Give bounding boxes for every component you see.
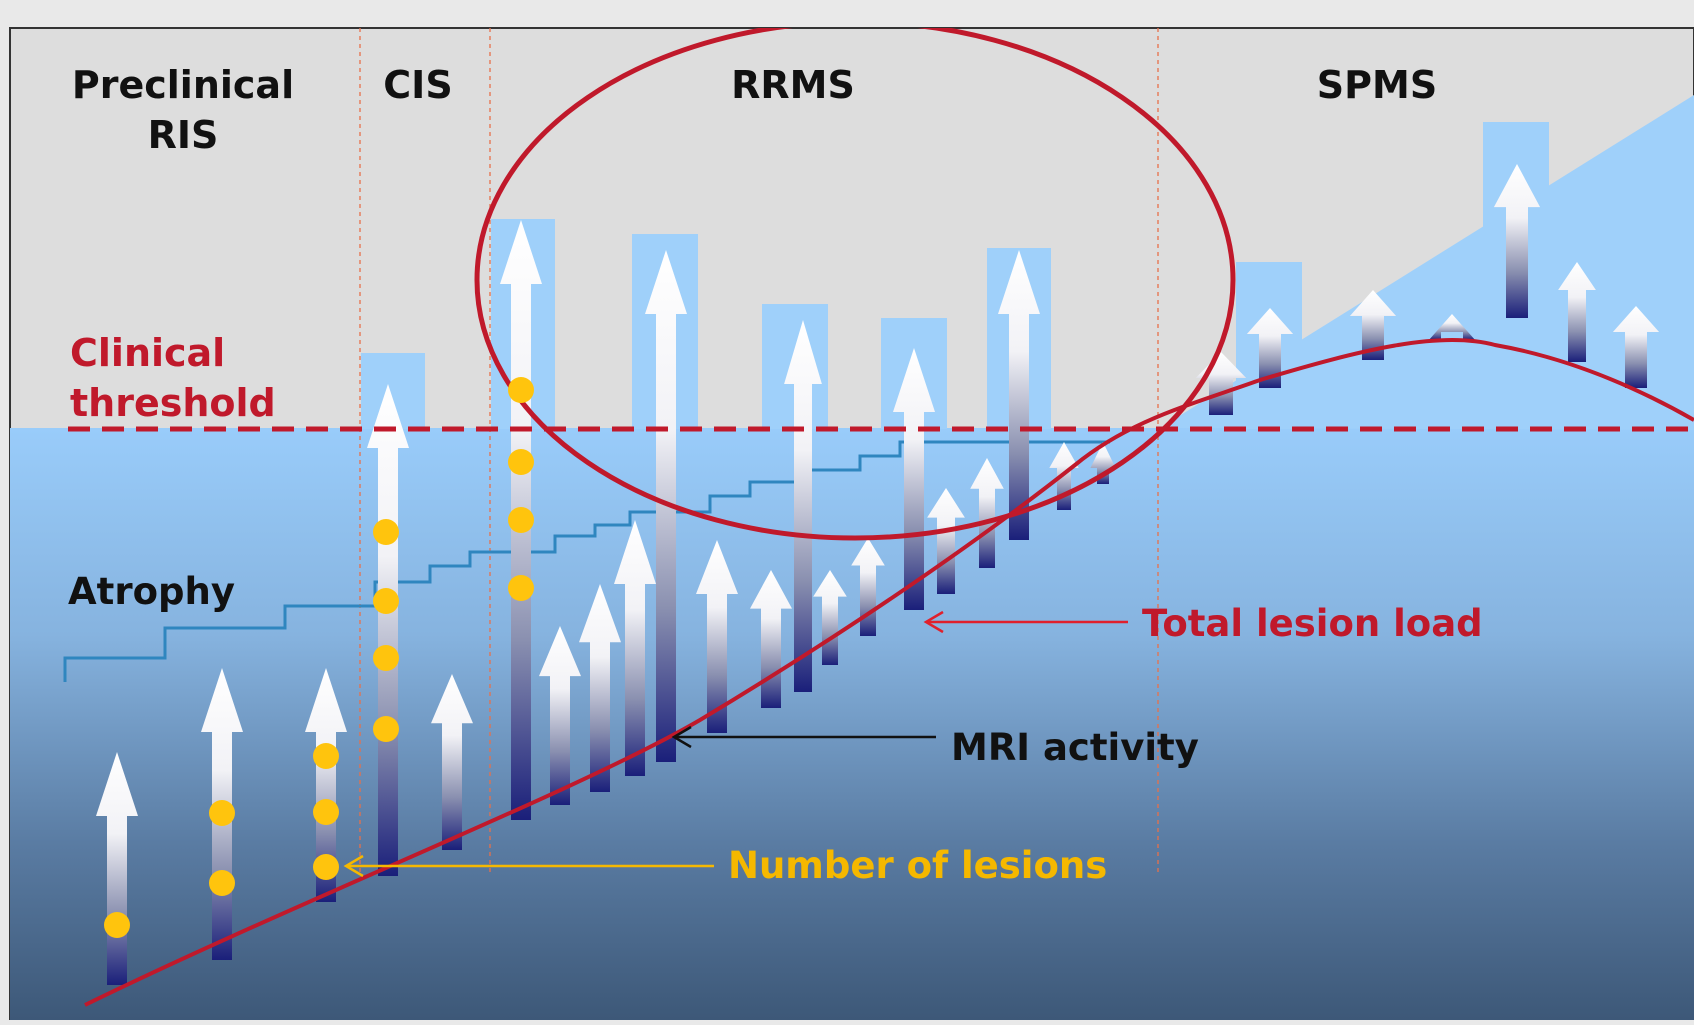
mri-activity-arrow: [1612, 306, 1660, 388]
below-threshold-region: [10, 428, 1694, 1020]
mri-activity-arrow: [970, 458, 1004, 568]
atrophy-line: [63, 440, 1110, 682]
mri-activity-arrow: [927, 488, 965, 594]
total-lesion-load-pointer-head: [923, 610, 944, 634]
lesion-dot: [209, 870, 235, 896]
lesion-dot: [373, 645, 399, 671]
mri-activity-arrow: [1428, 314, 1476, 340]
lesion-dot: [508, 377, 534, 403]
stage-label-spms: SPMS: [1317, 63, 1437, 107]
mri-activity-arrow: [750, 570, 792, 708]
mri-activity-arrow: [1493, 164, 1541, 318]
lesion-dot: [373, 588, 399, 614]
mri-activity-arrow: [579, 584, 621, 792]
mri-activity-arrow: [998, 250, 1040, 540]
label-pointers: [343, 610, 1128, 878]
mri-activity-arrow: [851, 538, 885, 636]
lesion-dot: [313, 743, 339, 769]
stage-label-rrms: RRMS: [731, 63, 855, 107]
mri-activity-label: MRI activity: [951, 726, 1199, 769]
mri-activity-arrow: [784, 320, 822, 692]
mri-activity-arrow: [813, 570, 847, 665]
lesion-dot: [313, 854, 339, 880]
number-of-lesions-label: Number of lesions: [728, 844, 1107, 887]
lesion-dots: [104, 377, 534, 938]
clinical-threshold-label-line2: threshold: [70, 381, 276, 425]
mri-activity-arrow: [614, 520, 656, 776]
stage-label-preclinical-line2: RIS: [148, 113, 219, 157]
lesion-dot: [508, 575, 534, 601]
mri-activity-arrow: [1090, 442, 1116, 484]
lesion-dot: [373, 716, 399, 742]
lesion-dot: [209, 800, 235, 826]
mri-activity-arrow: [696, 540, 738, 733]
total-lesion-load-curve: [84, 337, 1694, 1007]
lesion-dot: [508, 449, 534, 475]
stage-label-cis: CIS: [383, 63, 452, 107]
mri-activity-arrow: [431, 674, 473, 850]
stage-dividers: [359, 28, 1159, 875]
lesion-dot: [373, 519, 399, 545]
mri-activity-arrow: [893, 348, 935, 610]
lesion-dot: [508, 507, 534, 533]
mri-activity-arrow: [1349, 290, 1397, 360]
atrophy-label: Atrophy: [68, 570, 235, 613]
lesion-dot: [104, 912, 130, 938]
lesion-dot: [313, 799, 339, 825]
number-of-lesions-pointer-head: [343, 854, 364, 878]
stage-label-preclinical-line1: Preclinical: [72, 63, 294, 107]
mri-activity-pointer-head: [671, 725, 692, 749]
mri-activity-arrow: [1558, 262, 1596, 362]
mri-activity-arrow: [1246, 308, 1294, 388]
mri-activity-arrow: [367, 384, 409, 876]
rrms-highlight-ellipse: [474, 28, 1236, 541]
mri-activity-arrow: [539, 626, 581, 805]
mri-activity-arrow: [305, 668, 347, 902]
clinical-threshold-label-line1: Clinical: [70, 331, 225, 375]
total-lesion-load-label: Total lesion load: [1142, 602, 1483, 645]
mri-activity-arrow: [96, 752, 138, 985]
